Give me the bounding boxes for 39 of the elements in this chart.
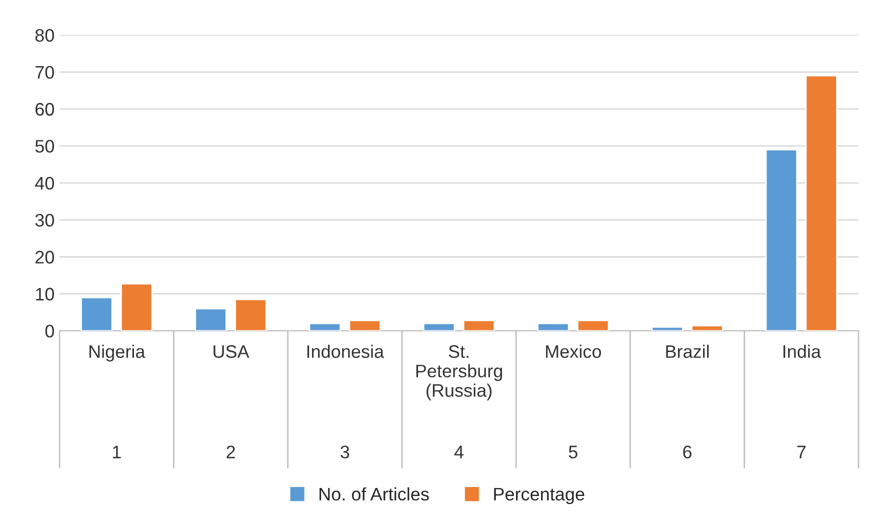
- y-tick-label: 40: [35, 176, 54, 190]
- x-tick-label: India: [784, 344, 821, 358]
- bar: [537, 322, 570, 331]
- bar: [348, 320, 381, 331]
- legend-label: No. of Articles: [320, 487, 429, 501]
- y-tick-label: 20: [36, 250, 54, 264]
- legend-label: Percentage: [494, 488, 584, 504]
- text: 2: [226, 446, 235, 458]
- bar: [462, 320, 496, 331]
- text: 1: [112, 446, 121, 458]
- y-tick-label: 70: [36, 66, 54, 79]
- y-tick-label: 30: [35, 214, 54, 227]
- bar: [691, 324, 724, 331]
- x-tick-label: St. Petersburg (Russia): [416, 345, 502, 400]
- bar: [120, 283, 153, 331]
- bar: [805, 75, 838, 331]
- text: 3: [340, 446, 350, 458]
- text: 5: [568, 446, 578, 458]
- y-tick-label: 50: [35, 140, 54, 153]
- x-tick-label: Nigeria: [90, 344, 146, 362]
- bar: [80, 296, 113, 331]
- bar: [234, 298, 267, 331]
- bar: [577, 320, 610, 331]
- text: 7: [797, 446, 806, 458]
- y-tick-label: 0: [45, 324, 54, 338]
- text: 6: [683, 446, 692, 458]
- y-tick-label: 60: [36, 102, 54, 116]
- bar: [422, 322, 456, 331]
- bar: [765, 148, 798, 331]
- x-tick-label: Brazil: [666, 344, 709, 358]
- text: 4: [454, 446, 464, 458]
- x-tick-label: Mexico: [546, 344, 601, 358]
- y-tick-label: 10: [36, 288, 54, 301]
- bar: [308, 322, 342, 331]
- bar: [651, 326, 684, 331]
- y-tick-label: 80: [35, 28, 54, 42]
- x-tick-label: Indonesia: [307, 344, 384, 358]
- bar: [194, 308, 227, 331]
- x-tick-label: USA: [214, 345, 250, 358]
